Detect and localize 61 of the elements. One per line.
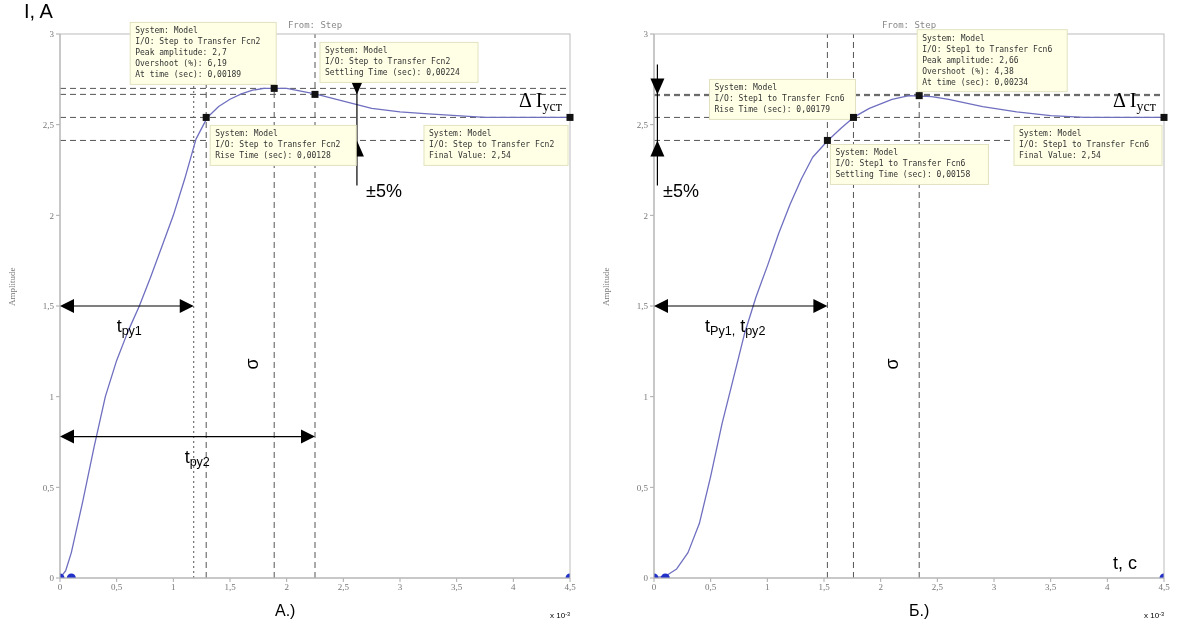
y-tick-label: 3 — [49, 29, 55, 40]
annotation: Δ I$_{уст}$ — [1113, 88, 1156, 114]
x-tick-label: 2 — [284, 582, 289, 593]
x-tick-label: 2,5 — [931, 582, 944, 593]
y-tick-label: 1,5 — [42, 301, 55, 312]
x-tick-label: 0 — [651, 582, 657, 593]
y-tick-label: 2,5 — [42, 119, 55, 130]
x-tick-label: 3 — [397, 582, 403, 593]
annotation: System: Model I/O: Step1 to Transfer Fcn6 Settling Time (sec): 0,00158 — [835, 148, 971, 180]
annotation: System: Model I/O: Step to Transfer Fcn2 Rise Time (sec): 0,00128 — [215, 129, 341, 161]
x-tick-label: 1 — [765, 582, 770, 593]
text: x 10$^{-3}$ — [1144, 610, 1165, 620]
annotation: t$_{ру2}$ — [184, 446, 210, 469]
annotation: System: Model I/O: Step to Transfer Fcn2 Final Value: 2,54 — [429, 129, 555, 161]
x-tick-label: 3 — [991, 582, 997, 593]
x-tick-label: 4 — [511, 582, 517, 593]
y-axis-title: Amplitude — [601, 267, 612, 306]
y-tick-label: 0,5 — [42, 482, 55, 493]
annotation: t$_{Ру1,}$ t$_{ру2}$ — [705, 316, 766, 339]
annotation: ±5% — [663, 181, 699, 202]
annotation: System: Model I/O: Step1 to Transfer Fcn6 Peak amplitude: 2,66 Overshoot (%): 4,38 At time (sec): 0,00234 — [922, 33, 1053, 87]
text: А.) — [275, 602, 296, 619]
chart-title: From: Step — [287, 20, 343, 30]
x-tick-label: 1,5 — [224, 582, 237, 593]
annotation: Δ I$_{уст}$ — [519, 88, 562, 114]
annotation: System: Model I/O: Step1 to Transfer Fcn6 Final Value: 2,54 — [1019, 129, 1150, 161]
y-tick-label: 2 — [643, 210, 648, 221]
x-tick-label: 0 — [57, 582, 63, 593]
x-tick-label: 0,5 — [111, 582, 123, 593]
annotation: System: Model I/O: Step to Transfer Fcn2 Settling Time (sec): 0,00224 — [325, 46, 461, 78]
y-tick-label: 0 — [49, 573, 55, 584]
annotation: ±5% — [366, 181, 402, 202]
x-tick-label: 2,5 — [337, 582, 350, 593]
annotation: σ — [881, 358, 902, 370]
annotation: t$_{ру1}$ — [116, 316, 142, 339]
x-tick-label: 3,5 — [451, 582, 463, 593]
text: Б.) — [909, 602, 930, 619]
y-tick-label: 0,5 — [636, 482, 649, 493]
y-tick-label: 1 — [643, 391, 648, 402]
x-tick-label: 2 — [878, 582, 883, 593]
x-tick-label: 4,5 — [1158, 582, 1171, 593]
annotation: σ — [242, 358, 263, 370]
y-tick-label: 3 — [643, 29, 649, 40]
annotation: System: Model I/O: Step1 to Transfer Fcn6 Rise Time (sec): 0,00179 — [714, 83, 845, 115]
x-tick-label: 1,5 — [818, 582, 831, 593]
x-tick-label: 3,5 — [1045, 582, 1057, 593]
chart-title: From: Step — [881, 20, 937, 30]
x-tick-label: 0,5 — [705, 582, 717, 593]
y-tick-label: 1 — [49, 391, 54, 402]
y-tick-label: 2 — [49, 210, 54, 221]
text: I, A — [24, 0, 54, 22]
x-tick-label: 1 — [171, 582, 176, 593]
y-tick-label: 2,5 — [636, 119, 649, 130]
y-axis-title: Amplitude — [7, 267, 18, 306]
annotation: System: Model I/O: Step to Transfer Fcn2 Peak amplitude: 2,7 Overshoot (%): 6,19 At time (sec): 0,00189 — [135, 26, 261, 80]
x-tick-label: 4,5 — [564, 582, 577, 593]
x-tick-label: 4 — [1105, 582, 1111, 593]
y-tick-label: 1,5 — [636, 301, 649, 312]
text: x 10$^{-3}$ — [550, 610, 571, 620]
annotation: t, c — [1113, 552, 1138, 573]
y-tick-label: 0 — [643, 573, 649, 584]
